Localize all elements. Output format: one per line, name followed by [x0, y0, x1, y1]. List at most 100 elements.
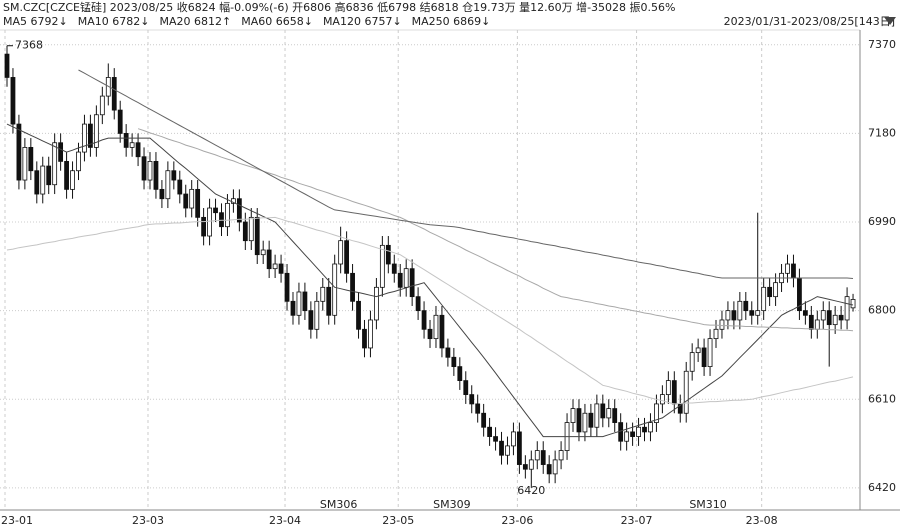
- candle-body: [671, 380, 677, 405]
- candle-body: [767, 286, 773, 298]
- candle-body: [201, 216, 207, 237]
- candle-body: [612, 408, 618, 423]
- candle-body: [302, 291, 308, 312]
- candle-body: [659, 394, 665, 405]
- candle-body: [28, 147, 34, 172]
- candle-body: [314, 300, 320, 330]
- candle-body: [22, 147, 28, 181]
- candle-body: [791, 263, 796, 279]
- candle-body: [111, 77, 117, 111]
- candle-body: [290, 300, 296, 316]
- contract-label: SM306: [320, 498, 357, 511]
- candle-body: [219, 212, 224, 228]
- ma-line: [137, 128, 854, 332]
- candle-body: [350, 272, 355, 302]
- candle-body: [421, 310, 427, 330]
- candle-body: [385, 244, 391, 265]
- x-tick-label: 23-03: [132, 514, 164, 527]
- candle-body: [344, 240, 350, 274]
- x-tick-label: 23-06: [501, 514, 533, 527]
- candle-body: [409, 268, 415, 298]
- candle-body: [159, 188, 165, 200]
- candle-body: [165, 170, 171, 200]
- candle-body: [826, 310, 832, 326]
- contract-label: SM309: [433, 498, 470, 511]
- candle-body: [522, 464, 528, 470]
- candle-body: [820, 310, 826, 321]
- candle-body: [695, 347, 701, 354]
- x-tick-label: 23-08: [746, 514, 778, 527]
- candle-body: [70, 170, 75, 190]
- candle-body: [362, 328, 367, 349]
- candle-body: [46, 165, 52, 186]
- candle-body: [546, 464, 552, 475]
- candle-body: [648, 422, 653, 433]
- candle-body: [415, 296, 421, 312]
- candle-body: [528, 459, 534, 470]
- candle-body: [749, 310, 755, 316]
- candle-body: [511, 431, 516, 447]
- candle-body: [802, 310, 808, 316]
- candle-body: [284, 272, 290, 302]
- candle-body: [433, 314, 439, 340]
- candle-body: [469, 394, 475, 405]
- candle-body: [534, 450, 540, 461]
- candle-body: [254, 216, 260, 256]
- candle-body: [332, 263, 338, 316]
- candle-body: [379, 244, 385, 288]
- candle-body: [177, 179, 183, 195]
- ma-legend: MA250 6869↓: [412, 15, 491, 28]
- candle-body: [540, 450, 546, 465]
- candle-body: [4, 53, 10, 78]
- y-tick-label: 6990: [868, 215, 896, 228]
- x-tick-label: 23-04: [269, 514, 301, 527]
- candle-body: [606, 408, 612, 419]
- range-arrow: [884, 17, 896, 25]
- candle-body: [82, 123, 87, 153]
- candle-body: [850, 299, 856, 309]
- candle-body: [391, 263, 397, 274]
- y-tick-label: 6800: [868, 304, 896, 317]
- candle-body: [493, 436, 498, 442]
- candle-body: [707, 338, 713, 368]
- candle-body: [266, 249, 272, 270]
- candle-body: [588, 412, 594, 428]
- candle-body: [123, 133, 129, 148]
- candle-body: [761, 286, 767, 312]
- candle-body: [808, 314, 814, 330]
- candle-body: [117, 109, 123, 134]
- ticker-line: SM.CZC[CZCE锰硅] 2023/08/25 收6824 幅-0.09%(…: [3, 0, 675, 14]
- min-label: 6420: [517, 484, 545, 497]
- candle-body: [147, 160, 153, 181]
- candle-body: [642, 426, 647, 433]
- candle-body: [516, 431, 522, 465]
- candle-body: [308, 310, 314, 330]
- candle-body: [439, 314, 445, 349]
- candle-body: [814, 319, 820, 330]
- candle-body: [397, 272, 403, 288]
- candle-body: [505, 445, 510, 456]
- candle-body: [582, 412, 588, 433]
- candle-body: [278, 263, 284, 274]
- ma-legend: MA60 6658↓: [241, 15, 313, 28]
- candle-body: [832, 314, 838, 326]
- ma-line: [78, 69, 854, 279]
- ma-legend: MA120 6757↓: [323, 15, 402, 28]
- candle-body: [64, 160, 69, 190]
- candle-body: [236, 198, 242, 223]
- candle-body: [773, 282, 778, 298]
- candle-body: [58, 142, 64, 162]
- candle-body: [153, 160, 159, 190]
- candle-body: [189, 188, 195, 209]
- candle-body: [624, 431, 630, 442]
- candle-body: [785, 263, 790, 274]
- candle-body: [594, 403, 600, 428]
- candle-body: [320, 286, 326, 302]
- candle-body: [665, 380, 671, 395]
- candle-body: [248, 216, 254, 242]
- candle-body: [701, 347, 707, 368]
- candle-body: [731, 310, 737, 321]
- y-tick-label: 7180: [868, 126, 896, 139]
- y-tick-label: 7370: [868, 38, 896, 51]
- candle-body: [135, 142, 141, 158]
